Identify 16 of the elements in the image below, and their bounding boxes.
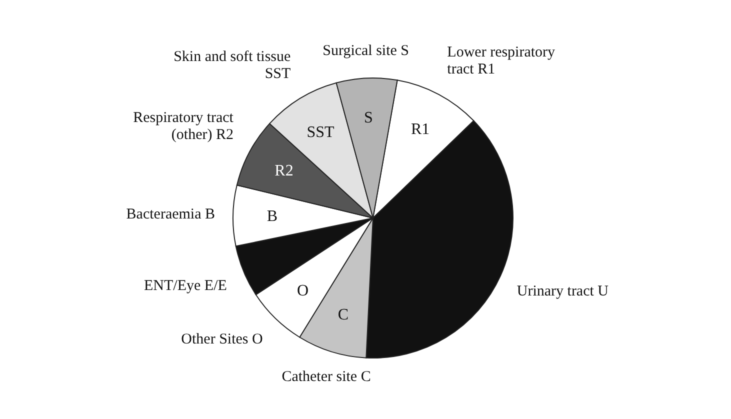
text: SST (306, 124, 334, 141)
text: B (266, 208, 278, 226)
text: C (338, 306, 349, 324)
slice-label: Bacteraemia B (126, 206, 216, 223)
text: S (364, 109, 373, 126)
slice-label: Catheter site C (282, 368, 371, 385)
slice-label: Respiratory tract (other) R2 (133, 110, 234, 143)
text: O (296, 282, 309, 300)
text: R2 (274, 162, 294, 180)
slice-label: Surgical site S (322, 43, 410, 60)
slice-label: Lower respiratory tract R1 (447, 44, 556, 78)
text: R1 (410, 121, 430, 138)
slice-label: Skin and soft tissue SST (174, 49, 292, 82)
slice-label: ENT/Eye E/E (144, 278, 227, 294)
slice-label: Urinary tract U (516, 283, 609, 300)
slice-label: Other Sites O (181, 331, 263, 348)
